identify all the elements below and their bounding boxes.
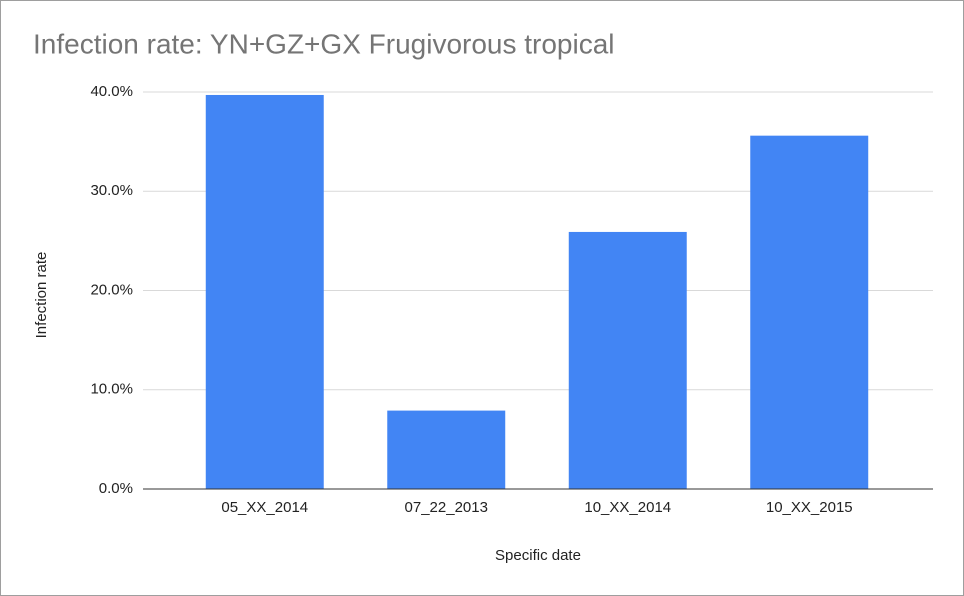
bar (387, 410, 506, 489)
y-tick-label: 10.0% (90, 381, 133, 398)
bar (750, 135, 869, 490)
bar (205, 94, 324, 489)
y-tick-label: 40.0% (90, 83, 133, 100)
bar (568, 231, 687, 489)
y-tick-label: 0.0% (99, 480, 133, 497)
chart-title: Infection rate: YN+GZ+GX Frugivorous tro… (33, 28, 615, 59)
y-tick-label: 30.0% (90, 182, 133, 199)
x-tick-label: 05_XX_2014 (221, 499, 308, 516)
x-tick-label: 07_22_2013 (405, 499, 488, 516)
y-tick-label: 20.0% (90, 281, 133, 298)
x-tick-label: 10_XX_2014 (584, 499, 671, 516)
x-tick-label: 10_XX_2015 (766, 499, 853, 516)
y-axis-label: Infection rate (33, 252, 50, 339)
x-axis-label: Specific date (495, 547, 581, 564)
